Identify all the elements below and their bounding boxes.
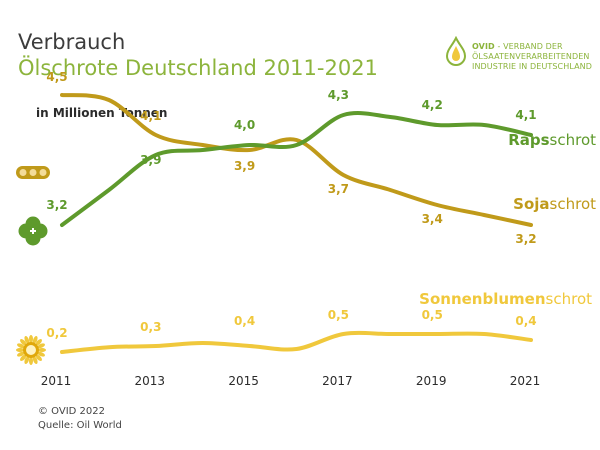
sunflower-petal: [35, 354, 42, 361]
data-label-sonne: 0,3: [140, 320, 161, 334]
data-label-soja: 3,2: [515, 232, 536, 246]
source-note: Quelle: Oil World: [38, 420, 122, 431]
series-line-raps: [60, 111, 533, 227]
series-label-bold: Raps: [508, 131, 549, 149]
data-label-sonne: 0,5: [328, 308, 349, 322]
data-label-soja: 3,9: [234, 159, 255, 173]
chart-title: Verbrauch: [18, 30, 126, 54]
x-tick-label-2013: 2013: [135, 374, 166, 388]
data-label-sonne: 0,5: [422, 308, 443, 322]
sunflower-petal: [24, 336, 30, 344]
data-label-raps: 3,2: [46, 198, 67, 212]
chart-subtitle: Ölschrote Deutschland 2011-2021: [18, 56, 378, 80]
x-tick-label-2019: 2019: [416, 374, 447, 388]
flower-cross-v: [32, 228, 34, 234]
series-label-rest: schrot: [546, 290, 593, 308]
series-line-sonne: [60, 330, 533, 354]
unit-label: in Millionen Tonnen: [36, 106, 168, 120]
data-label-soja: 3,4: [422, 212, 443, 226]
data-label-raps: 4,2: [422, 98, 443, 112]
soybean-seed: [29, 169, 37, 176]
data-label-raps: 4,3: [328, 88, 349, 102]
sunflower-icon: [16, 335, 46, 365]
sunflower-petal: [16, 348, 24, 352]
logo-line1: - VERBAND DER: [494, 42, 563, 51]
sunflower-petal: [17, 343, 25, 349]
ovid-logo-text: OVID - VERBAND DER ÖLSAATENVERARBEITENDE…: [472, 42, 592, 72]
sunflower-petal: [35, 339, 42, 346]
sunflower-petal: [29, 335, 33, 343]
copyright-note: © OVID 2022: [38, 406, 105, 417]
x-tick-label-2015: 2015: [228, 374, 259, 388]
sunflower-petal: [37, 343, 45, 349]
sunflower-petal: [24, 356, 30, 364]
rapeseed-flower-icon: [18, 216, 48, 246]
sunflower-petal: [29, 357, 33, 365]
series-label-rest: schrot: [550, 131, 597, 149]
ovid-logo-icon: [445, 36, 467, 66]
logo-line2: ÖLSAATENVERARBEITENDEN: [472, 52, 590, 61]
sunflower-petal: [32, 336, 38, 344]
series-label-bold: Sonnenblumen: [419, 290, 545, 308]
series-label-sonne: Sonnenblumenschrot: [419, 290, 592, 308]
data-label-sonne: 0,4: [234, 314, 255, 328]
series-label-soja: Sojaschrot: [513, 195, 596, 213]
data-label-raps: 4,1: [515, 108, 536, 122]
sunflower-petal: [32, 356, 38, 364]
series-label-bold: Soja: [513, 195, 549, 213]
sunflower-petal: [20, 354, 27, 361]
x-tick-label-2017: 2017: [322, 374, 353, 388]
logo-line3: INDUSTRIE IN DEUTSCHLAND: [472, 62, 593, 71]
soybean-icon: [16, 166, 50, 179]
x-tick-label-2021: 2021: [510, 374, 541, 388]
sunflower-petal: [38, 348, 46, 352]
data-label-raps: 3,9: [140, 153, 161, 167]
sunflower-petal: [20, 339, 27, 346]
x-tick-label-2011: 2011: [41, 374, 72, 388]
flower-petal: [18, 223, 34, 239]
data-label-sonne: 0,4: [515, 314, 536, 328]
series-label-rest: schrot: [550, 195, 597, 213]
logo-brand: OVID: [472, 42, 495, 51]
series-label-raps: Rapsschrot: [508, 131, 596, 149]
data-label-soja: 4,1: [140, 109, 161, 123]
series-line-soja: [60, 93, 533, 227]
sunflower-petal: [37, 351, 45, 357]
sunflower-petal: [17, 351, 25, 357]
data-label-soja: 4,5: [46, 70, 67, 84]
data-label-soja: 3,7: [328, 182, 349, 196]
data-label-raps: 4,0: [234, 118, 255, 132]
soybean-seed: [39, 169, 47, 176]
sunflower-center-inner: [26, 345, 36, 355]
soybean-seed: [19, 169, 27, 176]
data-label-sonne: 0,2: [46, 326, 67, 340]
